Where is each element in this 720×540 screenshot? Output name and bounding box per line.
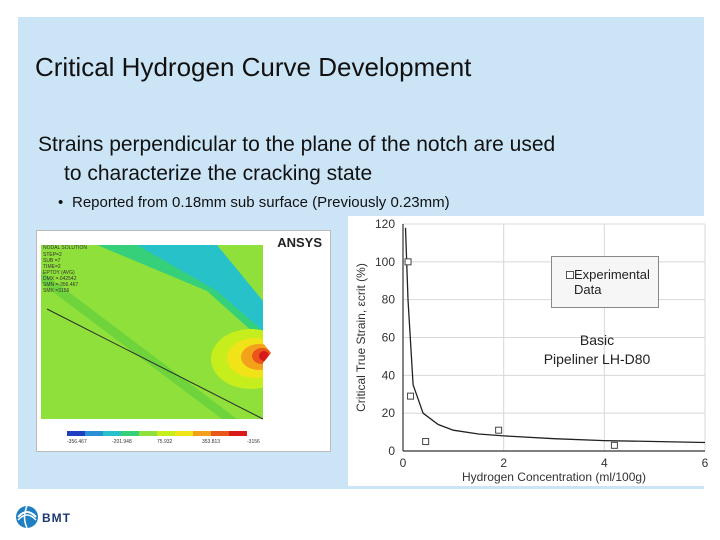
legend-label: Experimental Data	[574, 267, 650, 297]
bmt-globe-icon	[16, 505, 38, 529]
svg-text:SUB =7: SUB =7	[43, 258, 61, 264]
x-tick-label: 0	[400, 456, 407, 470]
fit-curve	[404, 227, 706, 444]
fea-legend-swatch	[229, 431, 247, 436]
svg-text:SMX =3156: SMX =3156	[43, 288, 69, 294]
y-tick-label: 20	[382, 406, 396, 420]
fea-legend-swatch	[103, 431, 121, 436]
data-point	[610, 441, 618, 449]
fea-legend-label: 75.932	[157, 439, 173, 445]
x-tick-label: 4	[601, 456, 608, 470]
body-line-1: Strains perpendicular to the plane of th…	[38, 133, 556, 156]
x-axis-label: Hydrogen Concentration (ml/100g)	[462, 470, 646, 484]
y-tick-label: 120	[375, 217, 395, 231]
y-tick-label: 0	[388, 444, 395, 458]
annotation-line-1: Basic	[579, 332, 615, 348]
data-point	[404, 258, 412, 266]
y-axis-label: Critical True Strain, εcrit (%)	[354, 263, 368, 412]
chart-svg: 0 20 40 60 80 100 120 0 2 4 6 Hydrogen Concentratio…	[354, 217, 709, 484]
bullet-text: Reported from 0.18mm sub surface (Previo…	[72, 194, 450, 211]
svg-text:NODAL SOLUTION: NODAL SOLUTION	[43, 245, 87, 251]
fea-legend-swatch	[193, 431, 211, 436]
fea-legend-label: -201.948	[112, 439, 132, 445]
slide-title: Critical Hydrogen Curve Development	[35, 52, 472, 82]
bmt-logo-text: BMT	[42, 511, 71, 525]
x-tick-label: 6	[702, 456, 709, 470]
annotation-line-2: Pipeliner LH-D80	[543, 351, 651, 367]
legend-marker-open-square	[566, 271, 574, 279]
x-tick-label: 2	[500, 456, 507, 470]
fea-legend-label: 353.813	[202, 439, 220, 445]
material-annotation: Basic Pipeliner LH-D80	[497, 331, 697, 369]
fea-color-legend: -356.467 -201.948 75.932 353.813 -3156	[67, 431, 260, 445]
fea-legend-swatch	[139, 431, 157, 436]
bullet-marker: •	[58, 194, 64, 211]
data-point	[407, 392, 415, 400]
bmt-logo: BMT	[14, 500, 94, 534]
svg-text:EPTOY (AVG): EPTOY (AVG)	[43, 270, 75, 276]
fea-legend-swatch	[67, 431, 85, 436]
fea-legend-swatch	[157, 431, 175, 436]
y-tick-label: 100	[375, 255, 395, 269]
fea-legend-swatch	[85, 431, 103, 436]
fea-legend-label: -356.467	[67, 439, 87, 445]
svg-text:SMN =-356.467: SMN =-356.467	[43, 282, 78, 288]
data-point	[495, 426, 503, 434]
body-line-2: to characterize the cracking state	[64, 162, 373, 185]
fea-legend-swatch	[121, 431, 139, 436]
fea-contour-image: NODAL SOLUTION STEP=2 SUB =7 TIME=2 EPTO…	[36, 230, 331, 452]
fea-legend-label: -3156	[247, 439, 260, 445]
fea-legend-swatch	[175, 431, 193, 436]
data-point	[422, 438, 430, 446]
svg-text:DMX =.042542: DMX =.042542	[43, 276, 77, 282]
chart-legend: Experimental Data	[551, 256, 659, 308]
bullet-item: • Reported from 0.18mm sub surface (Previ…	[58, 194, 450, 211]
svg-text:TIME=2: TIME=2	[43, 264, 61, 270]
fea-contour-plot: NODAL SOLUTION STEP=2 SUB =7 TIME=2 EPTO…	[37, 231, 330, 451]
body-text: Strains perpendicular to the plane of th…	[38, 130, 698, 188]
y-tick-label: 60	[382, 331, 396, 345]
y-tick-label: 40	[382, 368, 396, 382]
ansys-logo: ANSYS	[277, 235, 322, 250]
fea-legend-swatch	[211, 431, 229, 436]
y-tick-label: 80	[382, 293, 396, 307]
svg-text:STEP=2: STEP=2	[43, 252, 62, 258]
